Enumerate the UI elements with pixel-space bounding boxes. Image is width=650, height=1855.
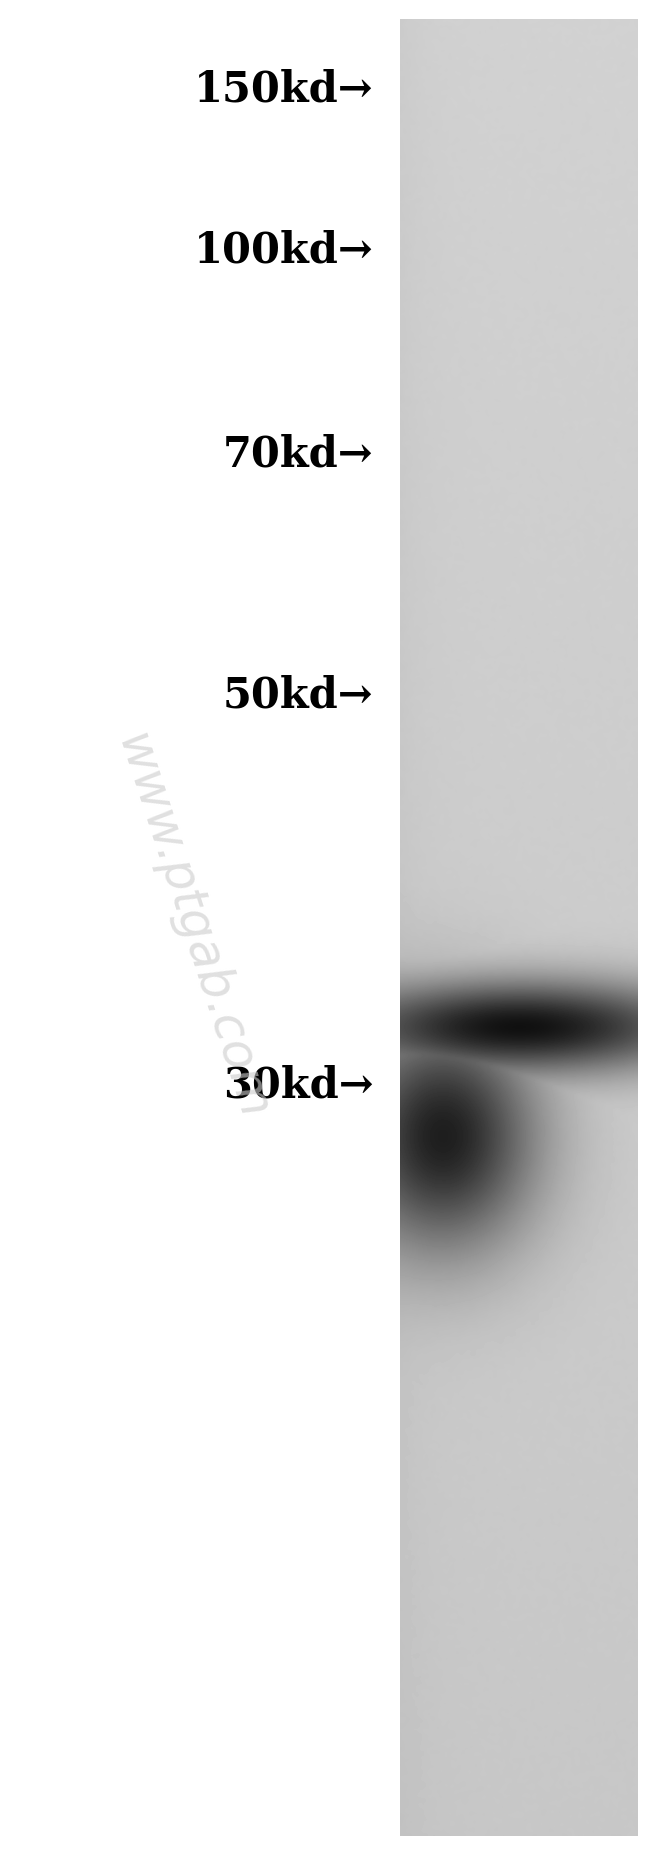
Text: 70kd→: 70kd→ bbox=[223, 434, 374, 475]
Text: 100kd→: 100kd→ bbox=[194, 230, 374, 271]
Text: 150kd→: 150kd→ bbox=[194, 69, 374, 109]
Text: 50kd→: 50kd→ bbox=[223, 675, 374, 716]
Text: www.ptgab.com: www.ptgab.com bbox=[107, 729, 277, 1126]
Text: 30kd→: 30kd→ bbox=[223, 1065, 374, 1106]
